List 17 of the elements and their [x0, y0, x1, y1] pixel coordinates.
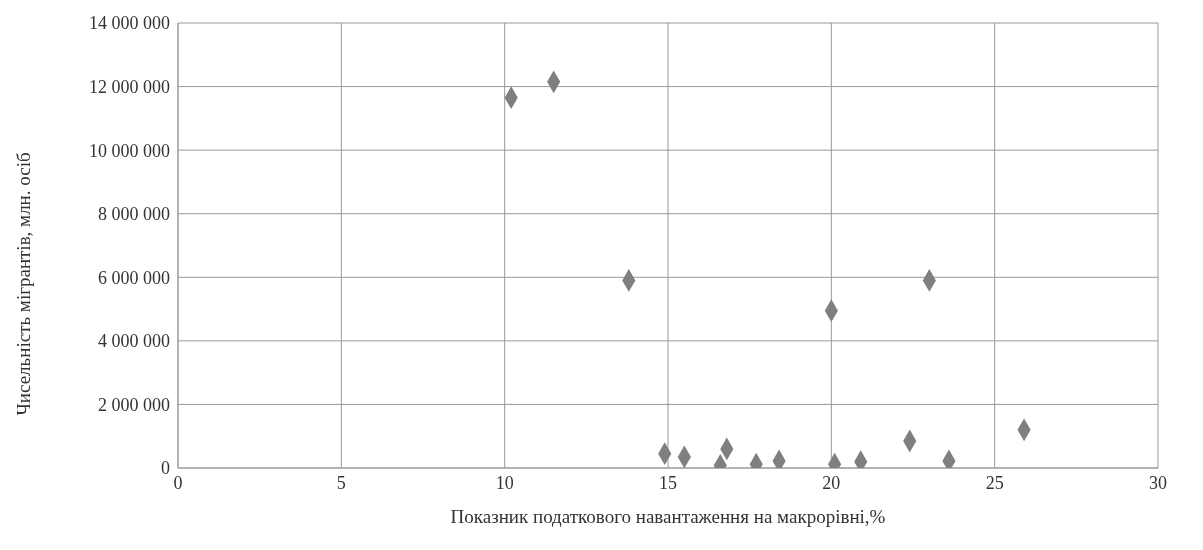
- x-tick-label: 10: [495, 472, 514, 493]
- y-tick-label: 10 000 000: [89, 140, 170, 161]
- y-axis-title: Чисельність мігрантів, млн. осіб: [12, 152, 34, 416]
- y-tick-label: 4 000 000: [98, 331, 170, 352]
- y-tick-label: 2 000 000: [98, 394, 170, 415]
- x-tick-label: 30: [1149, 472, 1167, 493]
- y-tick-label: 6 000 000: [98, 267, 170, 288]
- y-tick-label: 8 000 000: [98, 204, 170, 225]
- x-tick-label: 15: [659, 472, 677, 493]
- y-tick-label: 14 000 000: [89, 13, 170, 34]
- x-tick-label: 0: [173, 472, 183, 493]
- y-tick-label: 0: [161, 458, 170, 479]
- x-tick-label: 5: [336, 472, 346, 493]
- x-axis-title: Показник податкового навантаження на макрорівні,%: [450, 506, 886, 528]
- x-tick-label: 25: [985, 472, 1004, 493]
- x-tick-label: 20: [822, 472, 841, 493]
- y-tick-label: 12 000 000: [89, 76, 170, 97]
